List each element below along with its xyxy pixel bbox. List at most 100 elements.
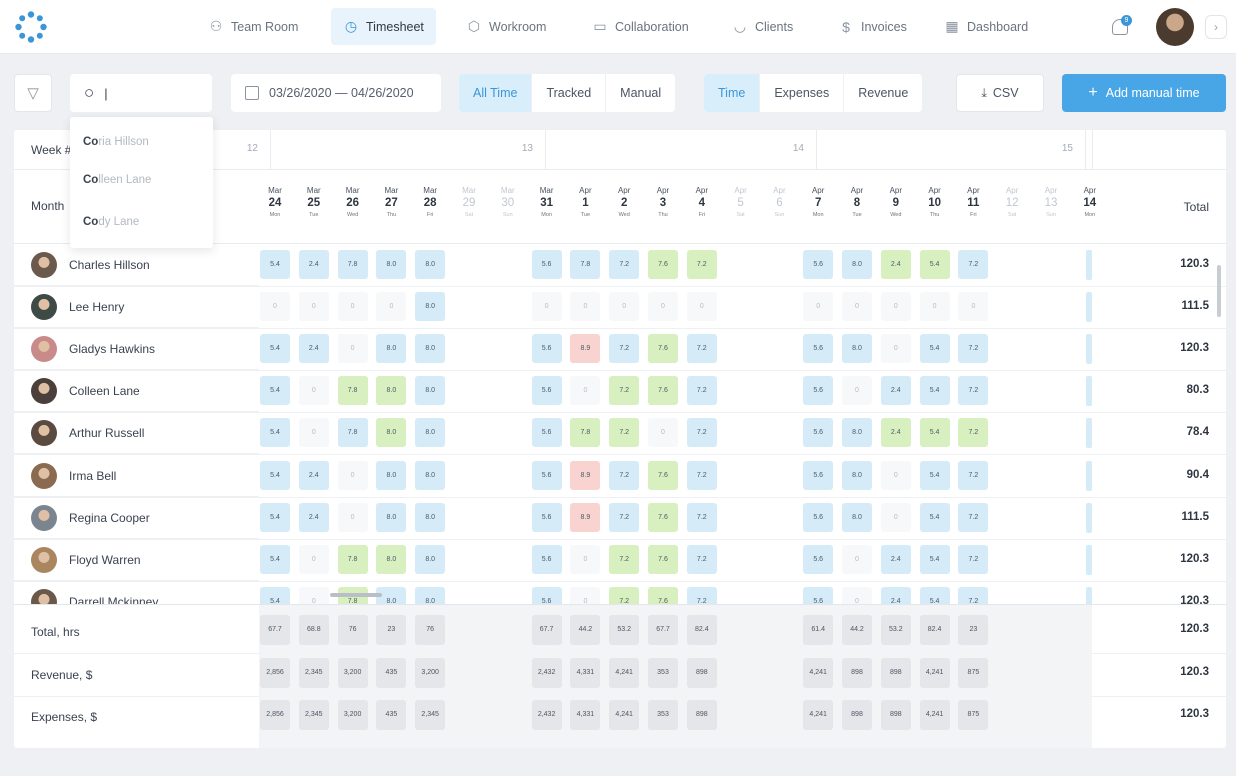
nav-item-workroom[interactable]: ⬡ Workroom [454,8,558,45]
time-cell[interactable]: 7.2 [958,376,989,406]
date-range-picker[interactable]: 03/26/2020 — 04/26/2020 [231,74,441,112]
time-cell[interactable]: 5.4 [260,502,290,532]
time-cell[interactable]: 5.6 [803,250,834,279]
chevron-right-icon[interactable]: › [1205,15,1227,39]
time-cell[interactable]: 0 [337,502,368,532]
time-cell[interactable]: 7.2 [958,460,989,490]
horizontal-scrollbar[interactable] [330,593,382,597]
time-cell[interactable]: 8.0 [415,376,446,406]
logo-icon[interactable] [14,10,48,44]
time-cell[interactable]: 7.2 [609,334,640,364]
time-cell[interactable]: 7.2 [609,502,640,532]
time-cell[interactable]: 5.4 [919,460,950,490]
person-row[interactable]: Regina Cooper [14,497,259,539]
nav-item-collaboration[interactable]: ▭ Collaboration [580,8,701,45]
time-cell[interactable]: 5.6 [531,460,562,490]
time-cell[interactable]: 0 [648,292,678,322]
vertical-scrollbar[interactable] [1217,265,1221,317]
time-cell[interactable]: 0 [570,376,601,406]
nav-item-dashboard[interactable]: ▦ Dashboard [932,8,1040,45]
time-cell[interactable]: 2.4 [880,250,911,279]
nav-item-timesheet[interactable]: ◷ Timesheet [331,8,436,45]
time-cell[interactable]: 7.2 [609,544,640,574]
search-suggestion-item[interactable]: Colleen Lane [83,174,151,186]
time-cell[interactable]: 2.4 [298,460,329,490]
person-row[interactable]: Lee Henry [14,286,259,329]
time-cell[interactable]: 0 [880,292,911,322]
tab-manual[interactable]: Manual [620,86,662,100]
time-cell[interactable]: 0 [298,544,329,574]
tab-tracked[interactable]: Tracked [532,74,607,112]
time-cell[interactable]: 8.0 [376,460,407,490]
search-input[interactable] [104,85,185,101]
time-cell[interactable]: 8.9 [570,460,601,490]
time-cell[interactable]: 0 [298,376,329,406]
time-cell[interactable]: 8.0 [842,502,872,532]
time-cell[interactable]: 0 [337,334,368,364]
time-cell[interactable]: 5.4 [260,250,290,279]
time-cell[interactable]: 7.8 [337,250,368,279]
person-row[interactable]: Floyd Warren [14,539,259,581]
time-cell[interactable]: 8.0 [842,460,872,490]
time-cell[interactable]: 8.0 [415,418,446,448]
time-cell[interactable]: 0 [880,460,911,490]
time-cell[interactable]: 7.2 [686,544,717,574]
time-cell[interactable]: 7.2 [609,376,640,406]
time-cell[interactable]: 0 [648,418,678,448]
time-cell[interactable]: 8.9 [570,502,601,532]
time-cell[interactable]: 0 [958,292,989,322]
time-cell[interactable]: 7.2 [686,250,717,279]
time-cell[interactable]: 5.6 [531,544,562,574]
filter-button[interactable]: ▽ [14,74,52,112]
time-cell[interactable]: 7.2 [958,418,989,448]
nav-item-clients[interactable]: ◡ Clients [720,8,805,45]
time-cell[interactable]: 5.4 [260,376,290,406]
time-cell[interactable]: 8.0 [376,250,407,279]
time-cell[interactable]: 7.6 [648,460,678,490]
time-cell[interactable]: 8.0 [842,418,872,448]
time-cell[interactable]: 0 [842,544,872,574]
notifications-bell-icon[interactable]: 9 [1110,15,1132,39]
person-row[interactable]: Irma Bell [14,455,259,497]
time-cell[interactable]: 2.4 [880,418,911,448]
time-cell[interactable]: 7.8 [337,418,368,448]
time-cell[interactable]: 7.2 [609,418,640,448]
time-cell[interactable]: 7.6 [648,544,678,574]
time-cell[interactable]: 8.0 [415,250,446,279]
time-cell[interactable]: 7.8 [570,418,601,448]
time-cell[interactable]: 8.0 [415,292,446,322]
time-cell[interactable]: 2.4 [298,334,329,364]
person-row[interactable]: Charles Hillson [14,244,259,286]
time-cell[interactable]: 8.0 [415,502,446,532]
time-cell[interactable]: 7.6 [648,502,678,532]
time-cell[interactable]: 8.0 [415,544,446,574]
time-cell[interactable]: 5.4 [260,460,290,490]
time-cell[interactable]: 7.8 [570,250,601,279]
time-cell[interactable]: 8.0 [376,376,407,406]
nav-item-team-room[interactable]: ⚇ Team Room [196,8,310,45]
time-cell[interactable]: 7.2 [958,334,989,364]
tab-expenses[interactable]: Expenses [760,74,845,112]
time-cell[interactable]: 8.0 [842,250,872,279]
time-cell[interactable]: 7.2 [686,460,717,490]
csv-export-button[interactable]: ⤓ CSV [956,74,1044,112]
time-cell[interactable]: 7.8 [337,376,368,406]
time-cell[interactable]: 5.6 [531,502,562,532]
tab-revenue[interactable]: Revenue [858,86,909,100]
time-cell[interactable]: 0 [880,502,911,532]
time-cell[interactable]: 7.6 [648,334,678,364]
time-cell[interactable]: 5.4 [919,418,950,448]
time-cell[interactable]: 7.2 [686,334,717,364]
time-cell[interactable]: 5.4 [919,376,950,406]
time-cell[interactable]: 0 [570,544,601,574]
time-cell[interactable]: 7.2 [958,544,989,574]
time-cell[interactable]: 0 [686,292,717,322]
time-cell[interactable]: 0 [376,292,407,322]
time-cell[interactable]: 5.4 [260,544,290,574]
person-row[interactable]: Gladys Hawkins [14,328,259,371]
time-cell[interactable]: 8.0 [415,334,446,364]
time-cell[interactable]: 5.6 [531,250,562,279]
time-cell[interactable]: 5.6 [803,334,834,364]
time-cell[interactable]: 0 [298,418,329,448]
time-cell[interactable]: 0 [531,292,562,322]
